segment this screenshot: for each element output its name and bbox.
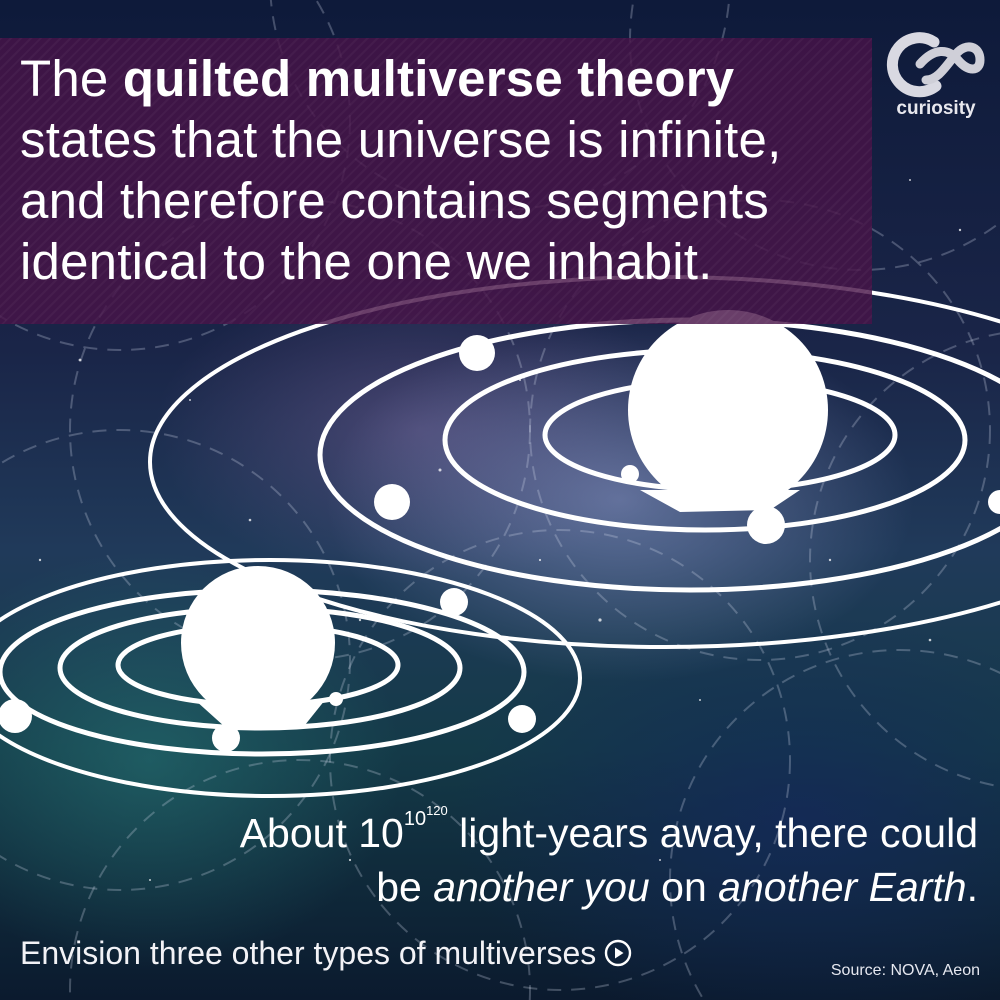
sun-lower — [181, 566, 335, 727]
logo-text: curiosity — [896, 98, 976, 119]
headline-intro: The — [20, 50, 123, 107]
distance-end: . — [966, 864, 978, 910]
distance-prefix: About 10 — [239, 810, 404, 856]
exponent-base: 10 — [403, 808, 427, 830]
headline-body: states that the universe is infinite, an… — [20, 111, 782, 290]
distance-italic-you: another you — [433, 864, 650, 910]
distance-on: on — [649, 864, 719, 910]
headline: The quilted multiverse theory states tha… — [20, 48, 870, 292]
curiosity-logo-icon[interactable] — [886, 20, 986, 125]
sun-upper — [628, 310, 828, 512]
play-circle-icon[interactable] — [604, 939, 632, 967]
envision-link[interactable]: Envision three other types of multiverse… — [20, 931, 632, 975]
envision-link-label: Envision three other types of multiverse… — [20, 935, 597, 971]
exponent-power: 120 — [426, 803, 448, 818]
distance-mid: light-years away, there could be — [376, 810, 978, 910]
planets-lower — [0, 588, 536, 752]
planets-upper — [374, 335, 1000, 544]
distance-italic-earth: another Earth — [718, 864, 967, 910]
headline-emphasis: quilted multiverse theory — [122, 50, 735, 107]
distance-statement: About 1010120 light-years away, there co… — [218, 804, 978, 914]
exponent: 10120 — [403, 804, 448, 830]
source-credit: Source: NOVA, Aeon — [830, 962, 980, 979]
headline-banner — [0, 38, 872, 324]
